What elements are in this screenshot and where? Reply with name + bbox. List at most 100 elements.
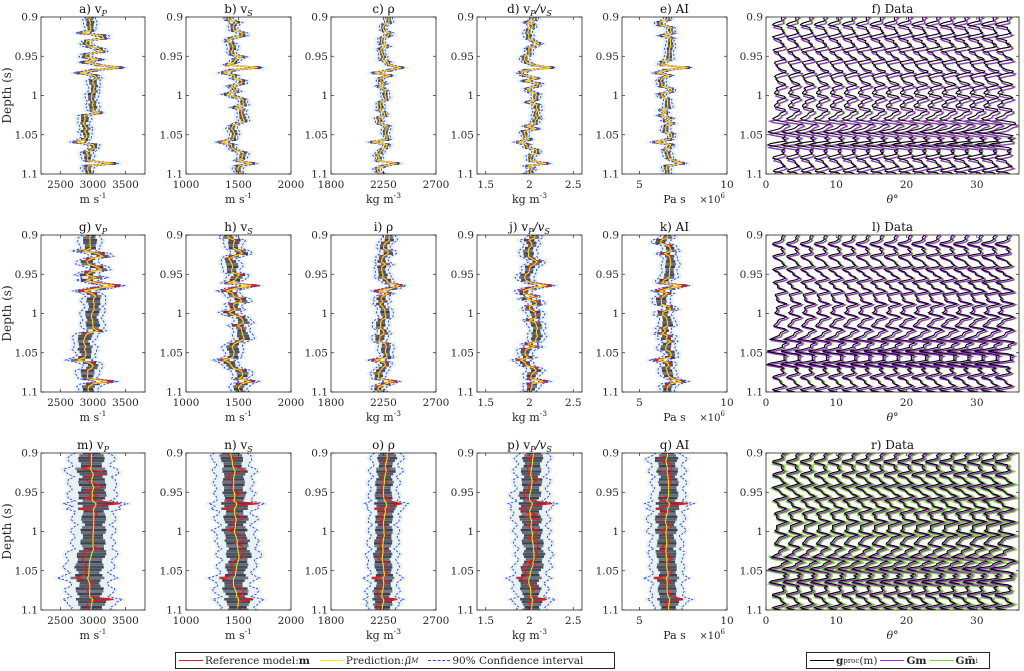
ci-lower-line (211, 235, 242, 392)
trace-gproc (960, 235, 987, 392)
xtick-label: 2 (526, 179, 533, 191)
panel-a: 0.9 0.95 1 1.05 1.1 2500 3000 3500 a) vP m s-1 Dep… (0, 2, 146, 206)
xtick-label: 2700 (423, 397, 450, 409)
ytick-label: 1.1 (21, 605, 38, 617)
ci-upper-line (233, 235, 261, 392)
trace-gm (822, 17, 848, 174)
xtick-label: 2000 (278, 179, 305, 191)
ytick-label: 1.1 (21, 169, 38, 181)
ytick-label: 0.9 (602, 230, 619, 242)
trace-gproc (806, 235, 831, 392)
ci-upper-line (81, 17, 126, 174)
prediction-line (373, 235, 401, 392)
xaxis-exponent: ×106 (699, 628, 725, 642)
panel-title: d) vP/vS (507, 2, 552, 18)
ytick-label: 1 (31, 90, 38, 102)
xtick-label: 2250 (370, 397, 397, 409)
panel-j: 0.9 0.95 1 1.05 1.11.5 2 2.5 j) vP/vS kg m-3 (451, 220, 583, 424)
xtick-label: 1000 (173, 179, 200, 191)
trace-gm (959, 17, 990, 174)
ytick-label: 1.05 (451, 129, 474, 141)
ci-lower-line (510, 235, 539, 392)
panel-title: q) AI (660, 438, 690, 452)
ytick-label: 1.1 (602, 605, 619, 617)
xtick-label: 3500 (112, 615, 139, 627)
trace-gproc (960, 453, 988, 610)
prediction-line (655, 17, 688, 174)
ytick-label: 1.1 (602, 387, 619, 399)
xaxis-label: θ° (886, 411, 898, 424)
ytick-label: 1 (756, 90, 763, 102)
ytick-label: 1.05 (305, 347, 328, 359)
prediction-line (221, 17, 258, 174)
xtick-label: 1500 (225, 179, 252, 191)
ytick-label: 0.95 (305, 51, 328, 63)
trace-gm (904, 17, 933, 174)
trace-gm (987, 17, 1019, 174)
trace-gproc (918, 235, 944, 392)
ytick-label: 1.1 (746, 169, 763, 181)
xaxis-label: Pa s (663, 629, 686, 642)
trace-gproc (820, 235, 845, 392)
xaxis-exponent: ×106 (699, 192, 725, 206)
xaxis-label: m s-1 (80, 191, 107, 206)
panel-r: 0.9 0.95 1 1.05 1.10 10 20 30 r) Data θ° (740, 438, 1020, 642)
ytick-label: 0.95 (740, 487, 763, 499)
ci-lower-line (206, 453, 224, 610)
ytick-label: 1.05 (160, 565, 183, 577)
legend-data: g proc (m) Gm Gm̃ i (806, 652, 990, 669)
ytick-label: 0.95 (740, 51, 763, 63)
ytick-label: 1.05 (740, 347, 763, 359)
xtick-label: 5 (636, 615, 643, 627)
trace-gm (808, 17, 834, 174)
plot-area-q (640, 453, 698, 610)
panel-title: m) vP (77, 438, 110, 454)
xtick-label: 1.5 (477, 179, 494, 191)
legend-swatch-gmi (929, 660, 954, 661)
ytick-label: 0.95 (160, 269, 183, 281)
trace-gproc (822, 453, 846, 610)
ytick-label: 0.95 (160, 51, 183, 63)
ytick-label: 1 (321, 308, 328, 320)
plot-area-f (766, 17, 1019, 174)
ytick-label: 1.05 (596, 347, 619, 359)
xtick-label: 20 (900, 179, 913, 191)
ytick-label: 0.95 (15, 487, 38, 499)
xtick-label: 0 (763, 615, 770, 627)
ytick-label: 0.9 (311, 12, 328, 24)
legend-swatch-gproc (810, 660, 834, 661)
legend-item-reference: Reference model: m (179, 655, 310, 667)
ytick-label: 1 (321, 526, 328, 538)
ytick-label: 0.95 (160, 487, 183, 499)
ytick-label: 1 (612, 526, 619, 538)
panel-title: e) AI (660, 2, 689, 16)
trace-gproc (766, 235, 788, 392)
ytick-label: 0.9 (166, 12, 183, 24)
reference-line (220, 453, 259, 610)
ytick-label: 1.1 (457, 387, 474, 399)
xaxis-label: m s-1 (80, 627, 107, 642)
xtick-label: 2500 (47, 397, 74, 409)
ytick-label: 1.1 (602, 169, 619, 181)
legend-math-prediction-sub: M (411, 656, 419, 665)
legend-math-prediction: μ̃ (404, 654, 412, 667)
xtick-label: 2 (526, 397, 533, 409)
trace-gproc (864, 453, 889, 610)
xtick-label: 1000 (173, 397, 200, 409)
trace-gm (767, 17, 791, 174)
xtick-label: 2700 (423, 179, 450, 191)
ytick-label: 0.9 (311, 230, 328, 242)
trace-gproc (781, 453, 803, 610)
ytick-label: 1 (612, 308, 619, 320)
plot-area-n (204, 453, 268, 610)
ytick-label: 1.05 (15, 347, 38, 359)
xaxis-label: kg m-3 (366, 191, 401, 206)
yaxis-label: Depth (s) (0, 67, 14, 123)
trace-gproc (974, 453, 1003, 610)
prediction-line (664, 453, 671, 610)
yaxis-label: Depth (s) (0, 503, 14, 559)
xaxis-label: kg m-3 (366, 409, 401, 424)
plot-area-h (210, 235, 264, 392)
xtick-label: 10 (830, 397, 843, 409)
